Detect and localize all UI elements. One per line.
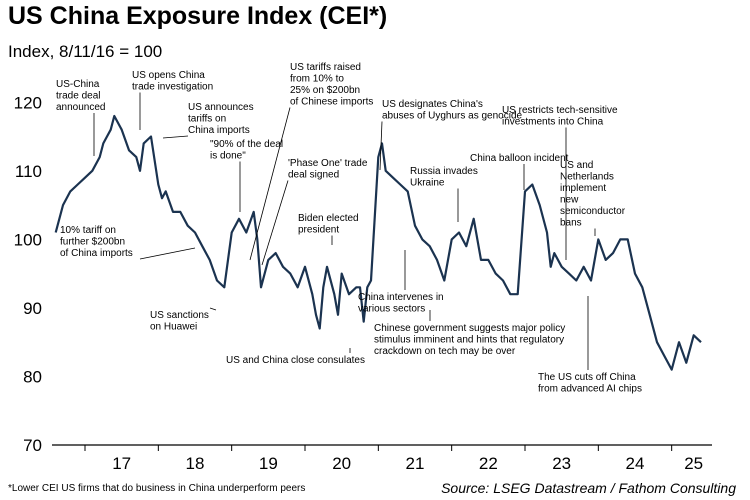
annotation-text: Chinese government suggests major policy [374,323,565,334]
annotation-text: US and [560,160,593,171]
annotation-text: US and China close consulates [226,355,365,366]
source-note: Source: LSEG Datastream / Fathom Consult… [441,480,736,496]
x-tick-label: 24 [626,454,645,473]
annotation-text: US announces [188,102,254,113]
annotation-text: of Chinese imports [290,97,373,108]
annotation-text: 10% tariff on [60,225,116,236]
x-tick-label: 22 [479,454,498,473]
x-tick-label: 17 [112,454,131,473]
annotation-leader [249,107,291,261]
y-tick-label: 110 [15,162,42,181]
annotation-text: trade deal [56,91,100,102]
y-tick-label: 100 [14,230,42,249]
annotation-leader [139,247,196,260]
x-tick-label: 23 [552,454,571,473]
annotation-leader [209,307,217,311]
series-group [54,114,702,371]
y-tick-label: 90 [23,299,42,318]
chart-subtitle: Index, 8/11/16 = 100 [8,42,163,61]
y-tick-label: 120 [14,93,42,112]
annotation-text: Biden elected [298,213,359,224]
annotation-text: crackdown on tech may be over [374,346,516,357]
annotation-text: further $200bn [60,237,125,248]
annotation-text: US opens China [132,70,205,81]
annotation-text: is done" [210,151,246,162]
annotation-text: 'Phase One' trade [288,158,368,169]
annotation-text: new [560,195,579,206]
annotation-text: US sanctions [150,310,209,321]
footnote: *Lower CEI US firms that do business in … [8,483,306,494]
annotation-leader [162,135,189,139]
annotation-leader [261,180,289,266]
x-tick-label: 21 [406,454,425,473]
annotation-text: China imports [188,125,250,136]
annotation-text: bans [560,218,582,229]
annotation-text: stimulus imminent and hints that regulat… [374,335,564,346]
annotation-text: 25% on $200bn [290,85,360,96]
x-tick-label: 25 [684,454,703,473]
series-line [54,114,702,371]
annotation-text: implement [560,183,606,194]
annotation-text: from advanced AI chips [538,384,642,395]
annotation-text: Ukraine [410,178,445,189]
annotation-text: China balloon incident [470,153,569,164]
annotation-text: president [298,225,339,236]
annotation: US andNetherlandsimplementnewsemiconduct… [560,160,626,236]
x-tick-label: 18 [186,454,205,473]
annotation: Chinese government suggests major policy… [374,310,565,357]
annotation-text: The US cuts off China [538,372,636,383]
chart-title: US China Exposure Index (CEI*) [8,2,388,30]
annotation-text: abuses of Uyghurs as genocide [382,111,523,122]
axes: 70 80 90 100 110 120 17 18 19 20 21 22 23 24 25 [14,93,712,473]
annotation: China balloon incident [470,153,569,190]
annotation-leader [379,121,383,171]
annotation-text: tariffs on [188,114,226,125]
annotation-text: semiconductor [560,206,626,217]
annotation-text: deal signed [288,170,339,181]
annotation-text: US designates China's [382,99,483,110]
annotation-text: Russia invades [410,166,478,177]
annotation-text: "90% of the deal [210,139,283,150]
annotation-text: on Huawei [150,322,197,333]
annotation-text: US restricts tech-sensitive [502,105,618,116]
annotation-text: of China imports [60,248,133,259]
annotation-text: trade investigation [132,82,213,93]
y-tick-label: 70 [23,436,42,455]
annotation-text: US tariffs raised [290,62,361,73]
annotation: US and China close consulates [226,348,365,366]
y-tick-label: 80 [23,367,42,386]
annotation-text: Netherlands [560,172,614,183]
annotation-text: US-China [56,79,100,90]
x-tick-label: 19 [259,454,278,473]
x-tick-label: 20 [332,454,351,473]
annotation-text: announced [56,102,106,113]
annotation-text: from 10% to [290,74,344,85]
annotation-text: China intervenes in [358,292,444,303]
annotation-text: various sectors [358,304,425,315]
annotation-text: investments into China [502,117,604,128]
